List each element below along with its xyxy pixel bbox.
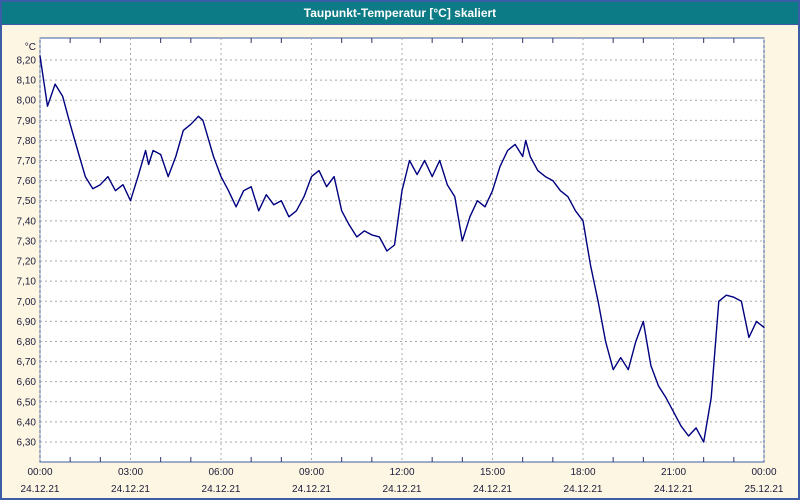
y-tick-label: 6,70 — [17, 357, 37, 368]
x-tick-label: 03:00 — [118, 467, 143, 478]
x-date-label: 24.12.21 — [383, 484, 422, 495]
y-tick-label: 6,80 — [17, 337, 37, 348]
x-tick-label: 06:00 — [208, 467, 233, 478]
y-unit-label: °C — [25, 42, 36, 53]
y-tick-label: 8,00 — [17, 96, 37, 107]
x-tick-label: 18:00 — [570, 467, 595, 478]
y-tick-label: 7,30 — [17, 236, 37, 247]
temperature-line — [39, 55, 765, 443]
y-tick-label: 7,20 — [17, 257, 37, 268]
x-date-label: 24.12.21 — [21, 484, 60, 495]
y-tick-label: 6,50 — [17, 397, 37, 408]
y-tick-label: 6,90 — [17, 317, 37, 328]
x-date-label: 24.12.21 — [292, 484, 331, 495]
x-tick-label: 00:00 — [27, 467, 52, 478]
y-tick-label: 8,10 — [17, 76, 37, 87]
x-tick-label: 21:00 — [661, 467, 686, 478]
y-tick-label: 6,60 — [17, 377, 37, 388]
y-tick-label: 6,40 — [17, 417, 37, 428]
x-date-label: 24.12.21 — [654, 484, 693, 495]
y-tick-label: 7,40 — [17, 216, 37, 227]
x-date-label: 24.12.21 — [111, 484, 150, 495]
x-date-label: 24.12.21 — [564, 484, 603, 495]
y-tick-label: 7,90 — [17, 116, 37, 127]
y-tick-label: 6,30 — [17, 438, 37, 449]
y-tick-label: 7,60 — [17, 176, 37, 187]
y-tick-label: 7,80 — [17, 136, 37, 147]
y-tick-label: 7,70 — [17, 156, 37, 167]
x-date-label: 24.12.21 — [202, 484, 241, 495]
y-tick-label: 7,10 — [17, 277, 37, 288]
chart-title-bar: Taupunkt-Temperatur [°C] skaliert — [2, 2, 798, 25]
x-tick-label: 09:00 — [299, 467, 324, 478]
x-tick-label: 12:00 — [389, 467, 414, 478]
x-date-label: 25.12.21 — [745, 484, 784, 495]
x-tick-label: 00:00 — [751, 467, 776, 478]
y-tick-label: 7,50 — [17, 196, 37, 207]
y-tick-label: 8,20 — [17, 56, 37, 67]
y-tick-label: 7,00 — [17, 297, 37, 308]
chart-title: Taupunkt-Temperatur [°C] skaliert — [303, 6, 497, 20]
x-date-label: 24.12.21 — [473, 484, 512, 495]
x-tick-label: 15:00 — [480, 467, 505, 478]
